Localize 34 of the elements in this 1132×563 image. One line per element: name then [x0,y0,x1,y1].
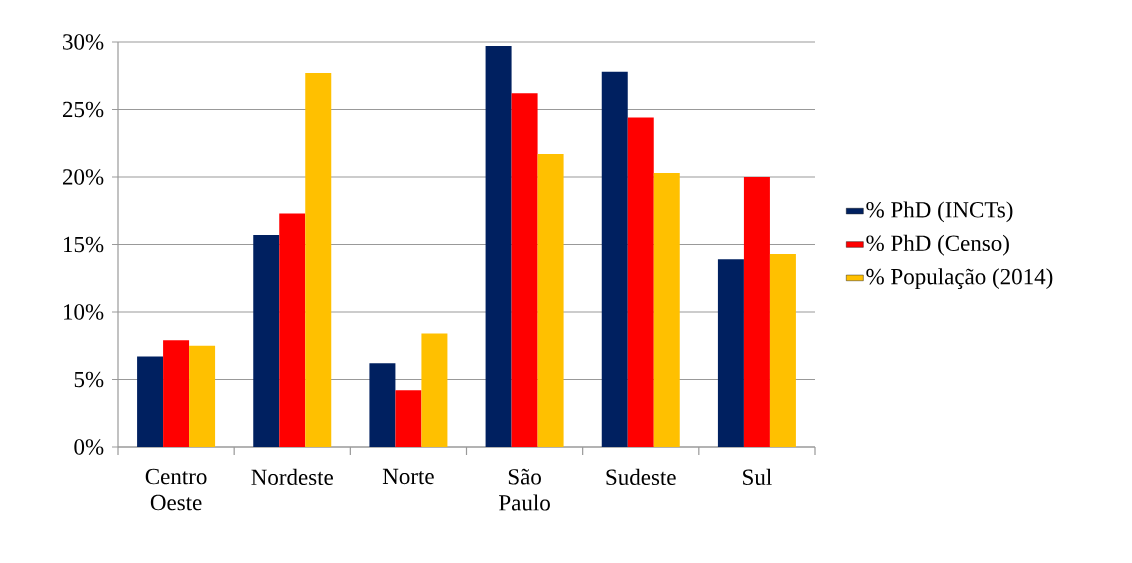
bar [743,177,770,447]
bar [537,154,564,447]
bar [253,235,280,447]
x-tick-label: Sudeste [606,468,676,486]
bar [485,46,512,447]
x-tick-label: Sul [743,468,772,486]
bar [279,213,306,447]
x-tick-label: São Paulo [499,468,550,511]
bar [627,117,654,447]
x-tick-label: Nordeste [251,468,333,486]
x-tick-label: Norte [382,468,434,485]
bar [601,71,628,447]
bar [189,345,216,447]
bar [137,356,164,447]
legend-label: % PhD (Censo) [866,234,1009,256]
bar [717,259,744,447]
y-tick-label: 10% [64,304,104,320]
y-tick-label: 20% [62,169,104,185]
bar [163,340,190,447]
bar [421,333,448,447]
y-tick-label: 0% [74,439,104,455]
bar [395,390,422,447]
bar [653,172,680,447]
legend-label: % População (2014) [866,268,1053,290]
y-tick-label: 25% [62,101,104,118]
y-tick-label: 30% [63,34,104,50]
bar [369,363,396,447]
y-tick-label: 15% [64,236,104,253]
bar [305,73,332,447]
y-tick-label: 5% [74,371,104,388]
bar [511,93,538,447]
legend-label: % PhD (INCTs) [866,201,1013,223]
bar [769,253,796,447]
x-tick-label: Centro Oeste [145,468,207,511]
